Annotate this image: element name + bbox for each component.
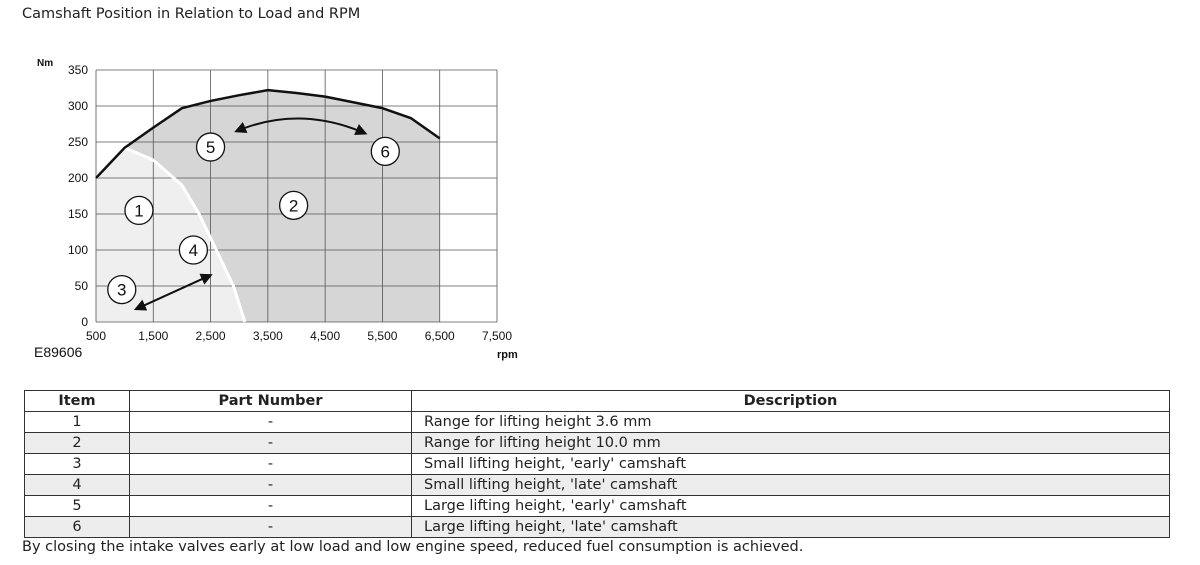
figure-code: E89606 [34,344,83,360]
header-description: Description [411,390,1170,412]
marker-6: 6 [370,136,400,167]
cell-part: - [129,474,412,496]
x-tick-label: 500 [86,329,106,343]
marker-label: 3 [117,281,126,300]
cell-part: - [129,453,412,475]
table-row: 6 - Large lifting height, 'late' camshaf… [24,516,1170,538]
y-tick-label: 350 [68,63,88,77]
table-row: 2 - Range for lifting height 10.0 mm [24,432,1170,454]
table-row: 1 - Range for lifting height 3.6 mm [24,411,1170,433]
marker-label: 6 [381,142,390,161]
marker-circle [124,195,154,226]
cell-description: Large lifting height, 'early' camshaft [411,495,1170,517]
table-row: 3 - Small lifting height, 'early' camsha… [24,453,1170,475]
y-tick-label: 200 [68,171,88,185]
y-tick-label: 250 [68,135,88,149]
parts-table: Item Part Number Description 1 - Range f… [24,390,1170,538]
marker-circle [278,190,309,221]
cell-item: 4 [24,474,130,496]
boundary-curve [94,145,247,323]
table-header-row: Item Part Number Description [24,390,1170,412]
y-tick-label: 300 [68,99,88,113]
marker-label: 5 [206,138,215,157]
marker-label: 2 [289,196,298,215]
marker-1: 1 [124,195,154,226]
cell-item: 3 [24,453,130,475]
full-load-curve [95,88,441,179]
table-row: 5 - Large lifting height, 'early' camsha… [24,495,1170,517]
marker-2: 2 [278,190,309,221]
cell-item: 1 [24,411,130,433]
x-tick-label: 7,500 [482,329,512,343]
cell-item: 6 [24,516,130,538]
marker-5: 5 [195,132,226,162]
marker-3: 3 [107,274,137,305]
cell-part: - [129,495,412,517]
cell-part: - [129,432,412,454]
y-axis-label: Nm [37,58,53,69]
table-row: 4 - Small lifting height, 'late' camshaf… [24,474,1170,496]
cell-item: 5 [24,495,130,517]
cell-description: Small lifting height, 'late' camshaft [411,474,1170,496]
cell-description: Range for lifting height 3.6 mm [411,411,1170,433]
x-tick-label: 4,500 [310,329,340,343]
footnote: By closing the intake valves early at lo… [22,539,804,555]
marker-label: 1 [134,201,143,220]
y-tick-label: 0 [81,315,88,329]
page-title: Camshaft Position in Relation to Load an… [22,6,361,22]
marker-label: 4 [189,241,198,260]
double-arrow-1 [133,273,213,311]
x-tick-label: 6,500 [425,329,455,343]
double-arrow-2 [234,117,368,136]
x-axis-label: rpm [497,349,518,361]
x-tick-label: 5,500 [367,329,397,343]
marker-circle [370,136,400,167]
marker-circle [195,132,226,162]
marker-circle [178,235,209,265]
y-tick-label: 100 [68,243,88,257]
cell-description: Range for lifting height 10.0 mm [411,432,1170,454]
cell-part: - [129,516,412,538]
cell-item: 2 [24,432,130,454]
cell-description: Small lifting height, 'early' camshaft [411,453,1170,475]
header-part-number: Part Number [129,390,412,412]
header-item: Item [24,390,130,412]
y-tick-label: 50 [75,279,89,293]
x-tick-label: 2,500 [196,329,226,343]
cell-part: - [129,411,412,433]
y-tick-label: 150 [68,207,88,221]
marker-4: 4 [178,235,209,265]
x-tick-label: 3,500 [253,329,283,343]
x-tick-label: 1,500 [138,329,168,343]
cell-description: Large lifting height, 'late' camshaft [411,516,1170,538]
marker-circle [107,274,137,305]
